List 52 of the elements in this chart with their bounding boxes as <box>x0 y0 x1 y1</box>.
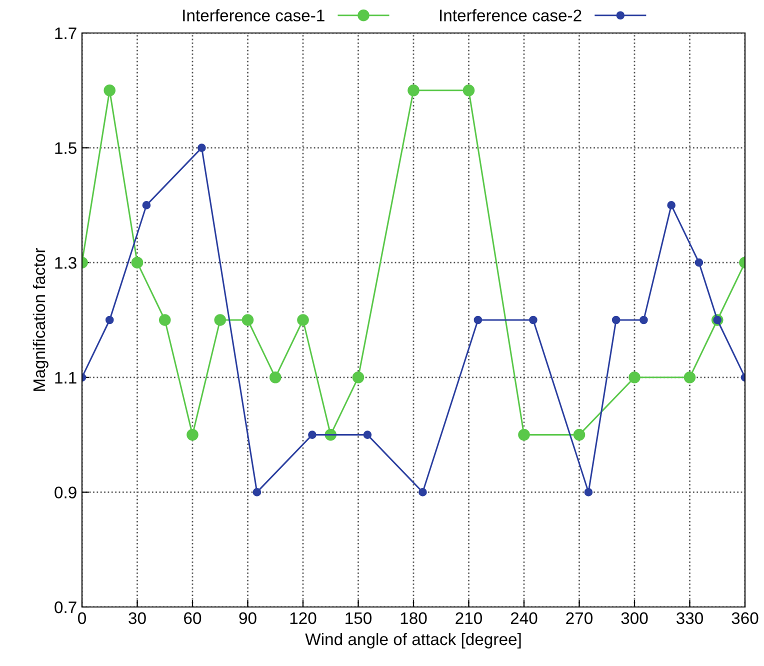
point <box>584 488 593 496</box>
x-tick-label: 180 <box>400 612 427 624</box>
legend-label: Interference case-2 <box>440 9 582 22</box>
x-tick-label: 270 <box>566 612 593 624</box>
x-tick-label: 60 <box>184 612 202 624</box>
point <box>131 256 144 269</box>
x-tick-label: 30 <box>128 612 146 624</box>
point <box>628 371 640 384</box>
point <box>667 201 676 210</box>
y-tick-label: 1.5 <box>55 142 76 154</box>
x-tick-label: 330 <box>676 612 704 624</box>
point <box>694 258 704 267</box>
x-tick-label: 300 <box>621 612 648 624</box>
legend-label: Interference case-1 <box>183 9 324 22</box>
point <box>529 316 538 324</box>
x-tick-label: 150 <box>346 612 372 624</box>
x-tick-label: 90 <box>239 612 256 624</box>
point <box>158 314 171 326</box>
point <box>269 371 282 384</box>
point <box>352 371 364 384</box>
y-tick-label: 1.7 <box>55 28 76 40</box>
point <box>242 314 254 326</box>
point <box>297 314 309 326</box>
point <box>363 430 372 439</box>
point <box>252 488 262 496</box>
point <box>640 316 648 324</box>
point <box>142 201 151 210</box>
point <box>573 428 586 441</box>
point <box>408 84 420 96</box>
x-tick-label: 0 <box>78 612 86 624</box>
point <box>104 84 116 96</box>
point <box>418 488 427 496</box>
point <box>612 316 620 324</box>
x-tick-label: 240 <box>510 612 538 624</box>
y-axis-title: Magnification factor <box>32 248 48 391</box>
x-tick-label: 210 <box>456 612 482 624</box>
point <box>518 428 530 441</box>
y-tick-label: 0.9 <box>54 486 76 498</box>
point <box>198 144 206 152</box>
point <box>462 84 475 96</box>
y-tick-label: 0.7 <box>54 601 76 614</box>
point <box>105 316 114 324</box>
y-tick-label: 1.1 <box>55 372 76 384</box>
point <box>308 430 316 439</box>
x-axis-title: Wind angle of attack [degree] <box>305 632 521 648</box>
y-tick-label: 1.3 <box>55 257 76 269</box>
point <box>474 316 482 324</box>
point <box>214 314 226 326</box>
point <box>186 428 198 441</box>
x-tick-label: 360 <box>732 612 758 624</box>
x-tick-label: 120 <box>290 612 316 624</box>
point <box>684 371 696 384</box>
